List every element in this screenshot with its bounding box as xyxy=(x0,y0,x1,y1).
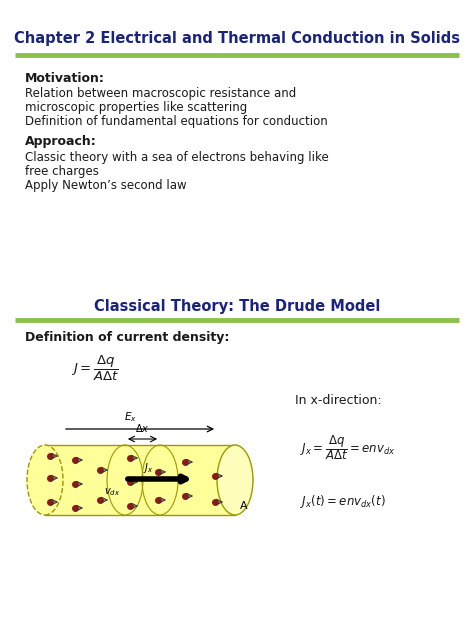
Text: $v_{dx}$: $v_{dx}$ xyxy=(104,486,120,498)
Text: Apply Newton’s second law: Apply Newton’s second law xyxy=(25,179,187,193)
Text: Classic theory with a sea of electrons behaving like: Classic theory with a sea of electrons b… xyxy=(25,152,329,164)
Ellipse shape xyxy=(27,445,63,515)
Polygon shape xyxy=(45,445,235,515)
Text: Definition of fundamental equations for conduction: Definition of fundamental equations for … xyxy=(25,116,328,128)
Text: Definition of current density:: Definition of current density: xyxy=(25,332,229,344)
Text: Relation between macroscopic resistance and: Relation between macroscopic resistance … xyxy=(25,87,296,100)
Text: $E_x$: $E_x$ xyxy=(124,410,137,424)
Text: $J = \dfrac{\Delta q}{A\Delta t}$: $J = \dfrac{\Delta q}{A\Delta t}$ xyxy=(71,353,119,382)
Text: A: A xyxy=(240,501,247,511)
Text: Approach:: Approach: xyxy=(25,135,97,149)
Text: $J_x = \dfrac{\Delta q}{A\Delta t} = env_{dx}$: $J_x = \dfrac{\Delta q}{A\Delta t} = env… xyxy=(300,434,395,463)
Text: Classical Theory: The Drude Model: Classical Theory: The Drude Model xyxy=(94,298,380,313)
Text: free charges: free charges xyxy=(25,166,99,178)
Text: Motivation:: Motivation: xyxy=(25,71,105,85)
Text: In x-direction:: In x-direction: xyxy=(295,394,382,406)
Text: Chapter 2 Electrical and Thermal Conduction in Solids: Chapter 2 Electrical and Thermal Conduct… xyxy=(14,30,460,46)
Text: $J_x(t) = env_{dx}(t)$: $J_x(t) = env_{dx}(t)$ xyxy=(300,494,386,511)
Text: $J_x$: $J_x$ xyxy=(143,461,153,475)
Text: $\Delta x$: $\Delta x$ xyxy=(135,422,150,434)
Text: microscopic properties like scattering: microscopic properties like scattering xyxy=(25,102,247,114)
Ellipse shape xyxy=(217,445,253,515)
